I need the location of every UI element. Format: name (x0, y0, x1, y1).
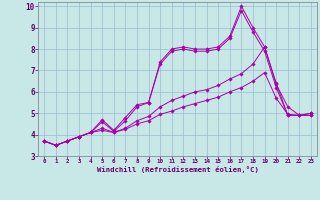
X-axis label: Windchill (Refroidissement éolien,°C): Windchill (Refroidissement éolien,°C) (97, 166, 259, 173)
